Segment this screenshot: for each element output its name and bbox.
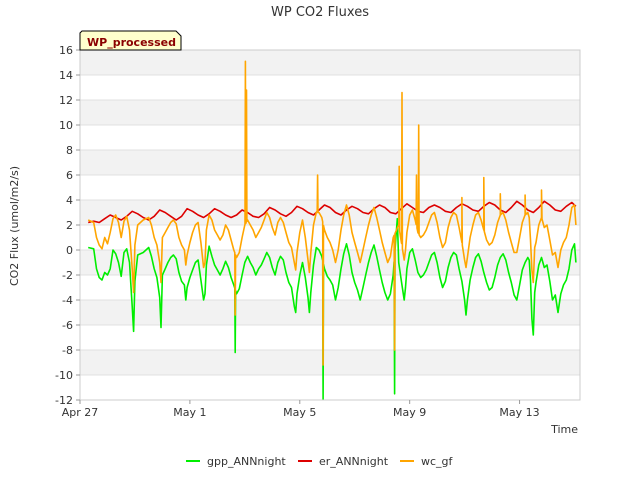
x-tick-label: May 13 — [499, 406, 539, 419]
series-line-er — [88, 200, 577, 224]
legend-label-gpp: gpp_ANNnight — [207, 455, 286, 468]
plot-background-bands — [80, 50, 580, 400]
y-tick-label: 6 — [66, 169, 73, 182]
y-tick-label: 16 — [59, 44, 73, 57]
x-tick-label: May 9 — [393, 406, 426, 419]
plot-band — [80, 100, 580, 125]
y-tick-label: 12 — [59, 94, 73, 107]
y-axis-ticks: -12 -10 -8 -6 -4 -2 0 2 4 6 8 10 12 14 16 — [55, 44, 80, 407]
y-tick-label: -10 — [55, 369, 73, 382]
plot-band — [80, 125, 580, 150]
y-tick-label: 4 — [66, 194, 73, 207]
y-tick-label: -6 — [62, 319, 73, 332]
plot-band — [80, 75, 580, 100]
series-line-wc — [87, 60, 577, 366]
x-axis-label: Time — [550, 423, 578, 436]
x-tick-label: May 5 — [283, 406, 316, 419]
badge-box — [79, 30, 182, 51]
y-tick-label: -8 — [62, 344, 73, 357]
y-tick-label: 10 — [59, 119, 73, 132]
legend-label-wc: wc_gf — [421, 455, 454, 468]
y-tick-label: -2 — [62, 269, 73, 282]
y-tick-label: 8 — [66, 144, 73, 157]
y-tick-label: 2 — [66, 219, 73, 232]
x-axis-ticks: Apr 27 May 1 May 5 May 9 May 13 — [62, 400, 540, 419]
plot-band — [80, 300, 580, 325]
y-tick-label: -12 — [55, 394, 73, 407]
legend-label-er: er_ANNnight — [319, 455, 389, 468]
processed-badge: WP_processed — [79, 30, 182, 51]
badge-label: WP_processed — [87, 36, 176, 49]
y-tick-label: 0 — [66, 244, 73, 257]
legend: gpp_ANNnight er_ANNnight wc_gf — [186, 455, 454, 468]
y-tick-label: 14 — [59, 69, 73, 82]
plot-band — [80, 325, 580, 350]
plot-area — [87, 60, 577, 400]
plot-band — [80, 150, 580, 175]
chart-title: WP CO2 Fluxes — [271, 5, 369, 20]
x-tick-label: Apr 27 — [62, 406, 99, 419]
plot-band — [80, 175, 580, 200]
plot-band — [80, 375, 580, 400]
series-line-gpp — [88, 217, 577, 400]
y-tick-label: -4 — [62, 294, 73, 307]
plot-band — [80, 350, 580, 375]
y-axis-label: CO2 Flux (umol/m2/s) — [8, 166, 21, 286]
plot-band — [80, 50, 580, 75]
x-tick-label: May 1 — [173, 406, 206, 419]
